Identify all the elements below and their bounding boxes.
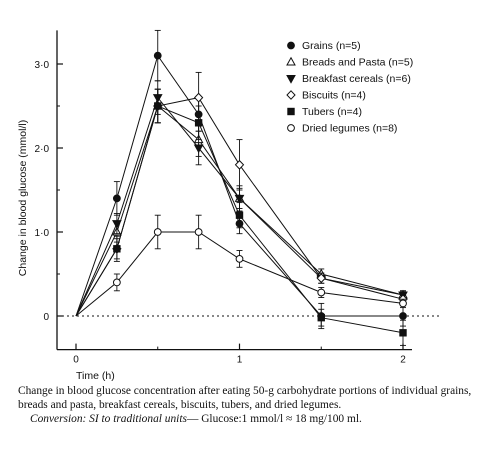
legend: Grains (n=5) Breads and Pasta (n=5) Breakf…: [286, 40, 413, 135]
data-point: [154, 102, 162, 110]
legend-item-1: Grains (n=5): [287, 40, 361, 52]
legend-marker: [287, 107, 295, 116]
legend-label: Dried legumes (n=8): [302, 123, 397, 135]
data-point: [113, 245, 121, 253]
series-5: [75, 88, 407, 346]
x-tick-label: 1: [237, 355, 243, 366]
legend-item-5: Tubers (n=4): [287, 106, 362, 118]
legend-marker: [287, 41, 295, 50]
legend-item-3: Breakfast cereals (n=6): [286, 73, 411, 85]
data-point: [153, 51, 162, 60]
legend-marker: [286, 90, 296, 100]
y-tick-label: 2·0: [35, 144, 50, 155]
legend-label: Breads and Pasta (n=5): [302, 57, 413, 69]
data-point: [235, 211, 244, 219]
series-layer: [75, 29, 408, 346]
caption-text: Change in blood glucose concentration af…: [18, 385, 472, 411]
data-point: [112, 220, 122, 229]
data-point: [316, 273, 326, 284]
caption-conversion: Conversion: SI to traditional units— Glu…: [18, 412, 473, 426]
data-point: [399, 299, 407, 308]
data-point: [399, 329, 407, 337]
x-axis-label: Time (h): [76, 370, 115, 382]
conversion-text: — Glucose:1 mmol/l ≈ 18 mg/100 ml.: [186, 413, 362, 425]
series-6: [75, 214, 407, 317]
legend-label: Biscuits (n=4): [302, 90, 366, 102]
data-point: [399, 312, 407, 320]
series-line: [75, 231, 404, 317]
y-axis-label: Change in blood glucose (mmol/l): [17, 120, 29, 276]
legend-item-2: Breads and Pasta (n=5): [286, 56, 413, 69]
legend-item-4: Biscuits (n=4): [286, 90, 366, 102]
y-tick-label: 1·0: [35, 228, 50, 239]
legend-marker: [287, 124, 295, 132]
conversion-label: Conversion: SI to traditional units: [30, 413, 187, 425]
x-tick-label: 2: [400, 355, 406, 366]
legend-item-6: Dried legumes (n=8): [287, 123, 397, 135]
blood-glucose-chart: 0 1·0 2·0 3·0 0 1 2 Grains (n=5) Breads and Pas…: [17, 29, 440, 382]
legend-label: Breakfast cereals (n=6): [302, 73, 411, 85]
data-point: [193, 92, 204, 103]
data-point: [112, 194, 121, 203]
data-point: [317, 313, 325, 322]
data-point: [235, 254, 244, 263]
y-tick-label: 0: [43, 312, 49, 323]
axes: 0 1·0 2·0 3·0 0 1 2: [35, 30, 440, 366]
legend-marker: [286, 75, 296, 84]
data-point: [234, 194, 245, 204]
data-point: [234, 159, 245, 170]
data-point: [112, 278, 121, 287]
data-point: [193, 144, 204, 154]
legend-label: Grains (n=5): [302, 40, 361, 52]
legend-marker: [286, 56, 296, 66]
data-point: [153, 228, 162, 236]
data-point: [194, 119, 203, 127]
y-tick-label: 3·0: [35, 60, 50, 71]
legend-label: Tubers (n=4): [302, 106, 362, 118]
data-point: [317, 288, 326, 297]
x-tick-label: 0: [73, 355, 79, 366]
data-point: [194, 228, 203, 236]
figure-caption: Change in blood glucose concentration af…: [18, 384, 473, 426]
